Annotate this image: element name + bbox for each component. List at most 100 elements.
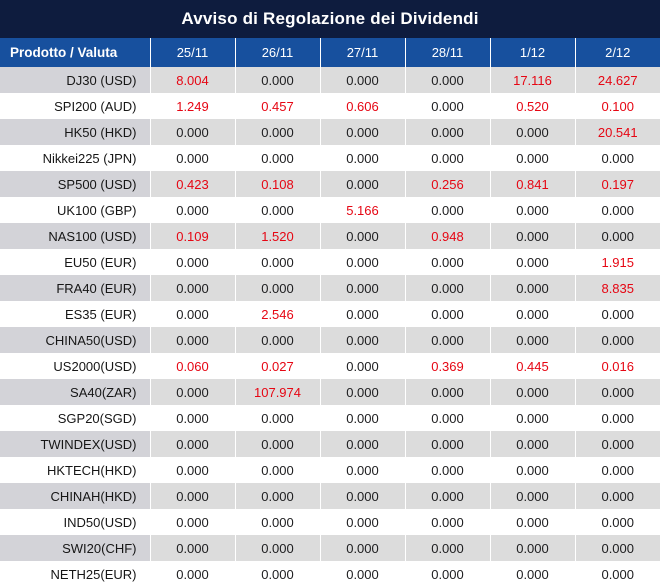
value-cell: 0.000: [319, 509, 405, 535]
value-cell: 0.000: [404, 67, 490, 93]
table-row: SP500 (USD) 0.423 0.108 0.000 0.256 0.841 0.19…: [0, 171, 660, 197]
value-cell: 0.000: [234, 249, 320, 275]
value-cell: 0.000: [149, 327, 235, 353]
table-row: HK50 (HKD) 0.000 0.000 0.000 0.000 0.000 20.54…: [0, 119, 660, 145]
value-cell: 0.000: [489, 457, 575, 483]
value-cell: 8.835: [574, 275, 660, 301]
value-cell: 0.000: [234, 431, 320, 457]
product-cell: HKTECH(HKD): [46, 462, 137, 478]
value-cell: 0.000: [319, 327, 405, 353]
value-cell: 0.000: [574, 327, 660, 353]
value-cell: 0.000: [574, 535, 660, 561]
column-header-date-2: 26/11: [234, 38, 320, 67]
value-cell: 0.000: [404, 561, 490, 587]
value-cell: 0.000: [489, 327, 575, 353]
value-cell: 0.000: [489, 197, 575, 223]
product-cell: EU50 (EUR): [64, 254, 137, 270]
value-cell: 0.000: [149, 509, 235, 535]
column-header-date-5: 1/12: [489, 38, 575, 67]
value-cell: 5.166: [319, 197, 405, 223]
value-cell: 0.000: [404, 93, 490, 119]
value-cell: 0.000: [489, 535, 575, 561]
value-cell: 0.423: [149, 171, 235, 197]
value-cell: 0.000: [149, 405, 235, 431]
value-cell: 0.000: [319, 171, 405, 197]
value-cell: 0.000: [319, 119, 405, 145]
value-cell: 0.000: [149, 275, 235, 301]
table-row: SGP20(SGD) 0.000 0.000 0.000 0.000 0.000 0.000: [0, 405, 660, 431]
value-cell: 0.000: [234, 509, 320, 535]
value-cell: 0.000: [149, 197, 235, 223]
value-cell: 0.000: [574, 431, 660, 457]
product-cell: SP500 (USD): [0, 171, 150, 197]
product-cell: SGP20(SGD): [57, 410, 137, 426]
value-cell: 0.000: [149, 483, 235, 509]
table-body: DJ30 (USD) 8.004 0.000 0.000 0.000 17.116 24.6…: [0, 67, 660, 587]
table-row: SA40(ZAR) 0.000 107.974 0.000 0.000 0.000 0.00…: [0, 379, 660, 405]
value-cell: 0.000: [319, 353, 405, 379]
value-cell: 0.000: [149, 249, 235, 275]
table-row: SPI200 (AUD) 1.249 0.457 0.606 0.000 0.520 0.1…: [0, 93, 660, 119]
value-cell: 0.000: [319, 249, 405, 275]
value-cell: 0.000: [574, 197, 660, 223]
value-cell: 0.000: [489, 431, 575, 457]
value-cell: 0.000: [149, 301, 235, 327]
value-cell: 0.000: [234, 327, 320, 353]
value-cell: 0.606: [319, 93, 405, 119]
table-row: FRA40 (EUR) 0.000 0.000 0.000 0.000 0.000 8.83…: [0, 275, 660, 301]
table-row: NAS100 (USD) 0.109 1.520 0.000 0.948 0.000 0.0…: [0, 223, 660, 249]
value-cell: 0.060: [149, 353, 235, 379]
value-cell: 0.027: [234, 353, 320, 379]
value-cell: 0.000: [234, 119, 320, 145]
value-cell: 0.000: [574, 301, 660, 327]
value-cell: 0.000: [404, 327, 490, 353]
value-cell: 0.000: [404, 431, 490, 457]
value-cell: 0.841: [489, 171, 575, 197]
value-cell: 20.541: [574, 119, 660, 145]
product-cell: Nikkei225 (JPN): [42, 150, 137, 166]
value-cell: 0.000: [149, 119, 235, 145]
value-cell: 0.000: [404, 119, 490, 145]
value-cell: 0.000: [404, 379, 490, 405]
dividend-table: Prodotto / Valuta 25/11 26/11 27/11 28/1…: [0, 38, 660, 587]
value-cell: 1.915: [574, 249, 660, 275]
value-cell: 0.000: [234, 483, 320, 509]
value-cell: 0.457: [234, 93, 320, 119]
value-cell: 0.000: [574, 561, 660, 587]
table-row: EU50 (EUR) 0.000 0.000 0.000 0.000 0.000 1.915: [0, 249, 660, 275]
value-cell: 0.000: [404, 275, 490, 301]
table-row: CHINA50(USD) 0.000 0.000 0.000 0.000 0.000 0.0…: [0, 327, 660, 353]
product-cell: DJ30 (USD): [0, 67, 150, 93]
product-cell: CHINA50(USD): [0, 327, 150, 353]
value-cell: 0.000: [489, 405, 575, 431]
value-cell: 1.520: [234, 223, 320, 249]
value-cell: 0.000: [489, 509, 575, 535]
value-cell: 0.000: [319, 405, 405, 431]
value-cell: 0.000: [574, 379, 660, 405]
value-cell: 0.000: [149, 561, 235, 587]
value-cell: 0.000: [489, 379, 575, 405]
table-row: DJ30 (USD) 8.004 0.000 0.000 0.000 17.116 24.6…: [0, 67, 660, 93]
product-cell: UK100 (GBP): [57, 202, 137, 218]
value-cell: 0.000: [149, 145, 235, 171]
value-cell: 0.000: [319, 535, 405, 561]
value-cell: 0.108: [234, 171, 320, 197]
product-cell: IND50(USD): [63, 514, 137, 530]
value-cell: 0.000: [319, 431, 405, 457]
value-cell: 0.000: [149, 379, 235, 405]
column-header-date-3: 27/11: [319, 38, 405, 67]
value-cell: 0.000: [574, 145, 660, 171]
value-cell: 17.116: [489, 67, 575, 93]
value-cell: 0.000: [574, 509, 660, 535]
column-header-date-1: 25/11: [149, 38, 235, 67]
value-cell: 0.000: [234, 67, 320, 93]
product-cell: SA40(ZAR): [0, 379, 150, 405]
value-cell: 0.000: [489, 483, 575, 509]
value-cell: 0.000: [149, 431, 235, 457]
table-header-row: Prodotto / Valuta 25/11 26/11 27/11 28/1…: [0, 38, 660, 67]
value-cell: 0.000: [319, 379, 405, 405]
table-row: US2000(USD) 0.060 0.027 0.000 0.369 0.445 0.01…: [0, 353, 660, 379]
value-cell: 0.109: [149, 223, 235, 249]
product-cell: FRA40 (EUR): [0, 275, 150, 301]
